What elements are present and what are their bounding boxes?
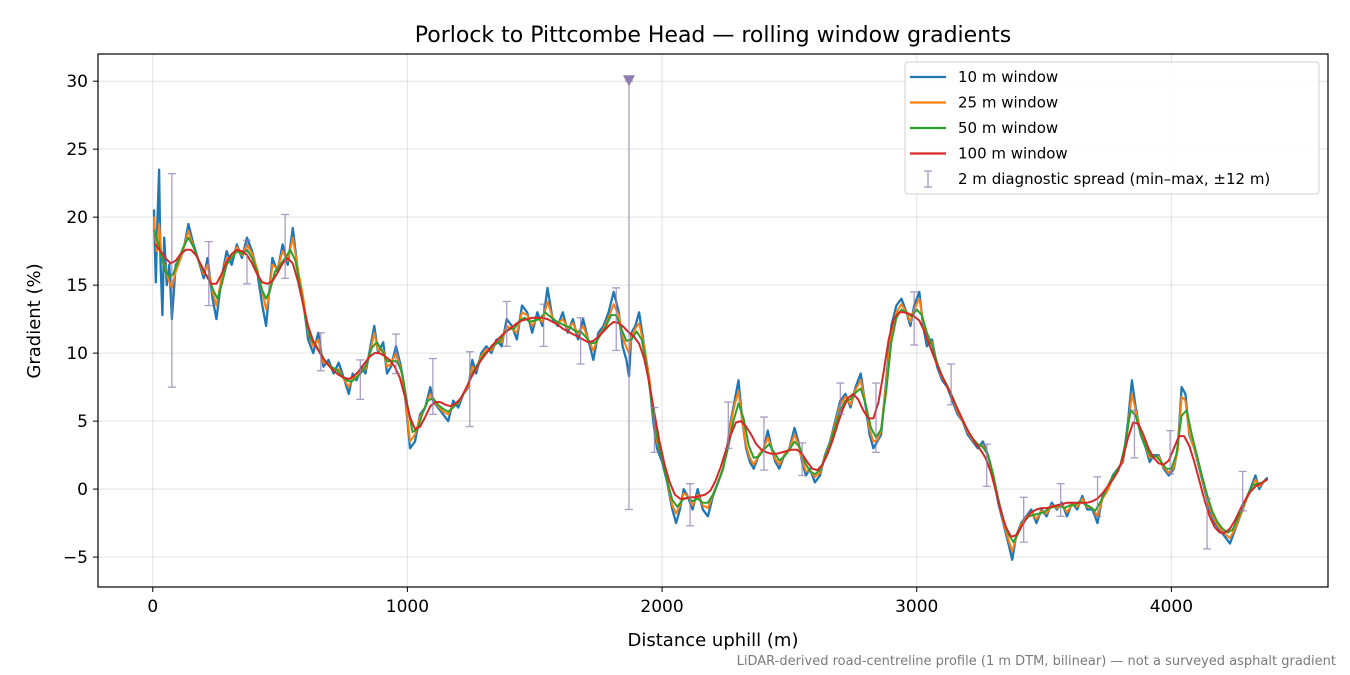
- diagnostic-errorbar: [1130, 409, 1139, 459]
- y-axis-label: Gradient (%): [24, 263, 45, 378]
- diagnostic-errorbar: [650, 406, 659, 454]
- diagnostic-errorbar: [242, 239, 251, 285]
- x-tick-label: 0: [147, 597, 158, 617]
- legend-box: [904, 61, 1320, 195]
- diagnostic-errorbar: [1238, 470, 1247, 512]
- legend-label: 100 m window: [958, 145, 1068, 163]
- diagnostic-errorbar: [428, 357, 437, 415]
- y-axis-ticks: −5 0 5 10 15 20 25 30: [63, 72, 98, 568]
- y-tick-label: 0: [77, 480, 88, 500]
- x-tick-label: 1000: [386, 597, 429, 617]
- diagnostic-errorbar: [724, 401, 733, 449]
- diagnostic-errorbar: [1203, 497, 1212, 550]
- diagnostic-errorbar: [1093, 476, 1102, 517]
- diagnostic-errorbar: [204, 240, 213, 307]
- clip-marker: [622, 75, 635, 87]
- diagnostic-errorbar: [576, 317, 585, 365]
- legend-label: 10 m window: [958, 68, 1058, 86]
- x-axis-label: Distance uphill (m): [628, 630, 799, 651]
- diagnostic-errorbar: [1166, 429, 1175, 475]
- diagnostic-errorbar: [686, 483, 695, 527]
- diagnostic-errorbar: [798, 442, 807, 477]
- diagnostic-errorbar: [391, 333, 400, 375]
- x-axis-ticks: 0 1000 2000 3000 4000: [147, 587, 1193, 617]
- plot-frame: [97, 53, 1329, 588]
- legend-label: 25 m window: [958, 94, 1058, 112]
- x-tick-label: 2000: [640, 597, 683, 617]
- diagnostic-errorbar: [356, 359, 365, 401]
- y-tick-label: −5: [63, 548, 88, 568]
- chart-title: Porlock to Pittcombe Head — rolling wind…: [415, 23, 1011, 48]
- legend-swatch-errorbar: [924, 170, 932, 188]
- y-tick-label: 15: [66, 276, 88, 296]
- diagnostic-errorbar: [167, 173, 176, 388]
- y-tick-label: 20: [66, 208, 88, 228]
- legend-label: 2 m diagnostic spread (min–max, ±12 m): [958, 170, 1270, 188]
- diagnostic-errorbar: [1056, 483, 1065, 517]
- diagnostic-errorbars: [167, 75, 1247, 550]
- series-line-4: [154, 243, 1268, 538]
- y-tick-label: 25: [66, 140, 88, 160]
- diagnostic-errorbar: [612, 287, 621, 352]
- y-tick-label: 10: [66, 344, 88, 364]
- legend-label: 50 m window: [958, 119, 1058, 137]
- diagnostic-errorbar: [1019, 496, 1028, 543]
- footnote: LiDAR-derived road-centreline profile (1…: [737, 654, 1336, 669]
- y-tick-label: 30: [66, 72, 88, 92]
- diagnostic-errorbar: [502, 300, 511, 347]
- x-tick-label: 4000: [1150, 597, 1193, 617]
- series-layer: [152, 168, 1269, 561]
- diagnostic-errorbar: [836, 382, 845, 415]
- diagnostic-errorbar: [539, 303, 548, 347]
- x-tick-label: 3000: [895, 597, 938, 617]
- y-tick-label: 5: [77, 412, 88, 432]
- diagnostic-errorbar: [281, 213, 290, 279]
- diagnostic-errorbar: [871, 382, 880, 454]
- diagnostic-errorbar: [316, 332, 325, 372]
- diagnostic-errorbar: [910, 291, 919, 346]
- diagnostic-errorbar: [982, 443, 991, 488]
- diagnostic-errorbar: [465, 351, 474, 428]
- legend: 10 m window 25 m window 50 m window 100 m w…: [904, 61, 1320, 195]
- diagnostic-errorbar: [759, 416, 768, 471]
- diagnostic-errorbar: [947, 363, 956, 406]
